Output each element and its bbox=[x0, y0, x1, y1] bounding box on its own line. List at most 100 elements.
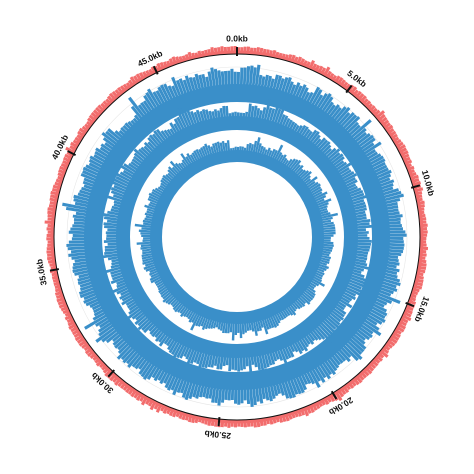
inner-track-1-bar bbox=[83, 177, 95, 185]
inner-track-1-bar bbox=[375, 167, 389, 176]
outer-track-bar bbox=[60, 306, 66, 312]
inner-track-2-bar bbox=[316, 137, 327, 148]
outer-track-bar bbox=[332, 74, 337, 80]
inner-track-3-bar bbox=[180, 307, 189, 318]
inner-track-3-bar bbox=[140, 246, 152, 250]
outer-track-bar bbox=[67, 321, 73, 327]
inner-track-1-bar bbox=[72, 224, 85, 229]
outer-track-bar bbox=[368, 103, 373, 108]
inner-track-2-bar bbox=[329, 312, 342, 323]
inner-track-2-bar bbox=[169, 122, 178, 134]
inner-track-1-bar bbox=[365, 316, 378, 326]
outer-track-bar bbox=[194, 52, 199, 56]
inner-track-2-bar bbox=[167, 339, 176, 351]
inner-track-1-bar bbox=[217, 70, 222, 86]
inner-track-3-bar bbox=[316, 270, 325, 276]
outer-track-bar bbox=[47, 210, 53, 215]
outer-track-bar bbox=[256, 47, 261, 53]
outer-track-bar bbox=[315, 404, 321, 410]
inner-track-2-bar bbox=[353, 201, 366, 208]
outer-track-bar bbox=[46, 233, 52, 237]
inner-track-3-bar bbox=[323, 234, 334, 237]
inner-track-2-bar bbox=[172, 343, 183, 359]
outer-track-bar bbox=[149, 402, 156, 411]
inner-track-1-bar bbox=[319, 363, 331, 380]
inner-track-1-bar bbox=[319, 93, 332, 111]
outer-track-bar bbox=[335, 392, 343, 402]
inner-track-1-bar bbox=[99, 146, 111, 155]
inner-track-2-bar bbox=[261, 354, 267, 369]
inner-track-2-bar bbox=[169, 128, 176, 135]
inner-track-3-bar bbox=[313, 191, 323, 198]
outer-track-bar bbox=[408, 306, 414, 312]
inner-track-3-bar bbox=[172, 301, 181, 311]
outer-track-bar bbox=[86, 351, 93, 357]
inner-track-2-bar bbox=[253, 105, 258, 118]
inner-track-3-bar bbox=[304, 178, 312, 185]
outer-track-bar bbox=[349, 383, 355, 389]
outer-track-bar bbox=[86, 120, 91, 126]
inner-track-3-bar bbox=[222, 322, 226, 334]
inner-track-1-bar bbox=[88, 162, 102, 171]
inner-track-2-bar bbox=[155, 128, 166, 142]
inner-track-1-bar bbox=[75, 211, 87, 217]
inner-track-3-bar bbox=[323, 237, 331, 240]
outer-track-bar bbox=[401, 147, 407, 153]
inner-track-1-bar bbox=[227, 70, 231, 85]
tick-mark bbox=[330, 390, 338, 400]
outer-track-bar bbox=[76, 338, 83, 344]
inner-track-1-bar bbox=[387, 260, 400, 266]
inner-track-3-bar bbox=[299, 294, 311, 305]
inner-track-2-bar bbox=[103, 222, 118, 227]
inner-track-2-bar bbox=[216, 356, 221, 370]
inner-track-1-bar bbox=[155, 90, 165, 104]
inner-track-2-bar bbox=[104, 245, 117, 249]
outer-track-bar bbox=[62, 156, 69, 162]
outer-track-bar bbox=[422, 240, 427, 244]
outer-track-bar bbox=[370, 105, 376, 110]
inner-track-2-bar bbox=[140, 146, 150, 156]
inner-track-2-bar bbox=[173, 123, 180, 133]
inner-track-3-bar bbox=[141, 255, 153, 260]
inner-track-1-bar bbox=[284, 76, 292, 93]
inner-track-3-bar bbox=[237, 146, 240, 151]
inner-track-3-bar bbox=[198, 148, 204, 158]
inner-track-3-bar bbox=[284, 159, 290, 166]
inner-track-3-bar bbox=[141, 252, 153, 258]
inner-track-1-bar bbox=[340, 346, 352, 358]
inner-track-2-bar bbox=[208, 110, 213, 120]
inner-track-2-bar bbox=[354, 261, 368, 267]
outer-track-bar bbox=[52, 279, 57, 283]
inner-track-3-bar bbox=[234, 323, 237, 336]
inner-track-1-bar bbox=[201, 73, 208, 89]
inner-track-3-bar bbox=[268, 150, 273, 158]
outer-track-bar bbox=[421, 217, 427, 221]
inner-track-1-bar bbox=[99, 319, 111, 329]
outer-track-bar bbox=[269, 50, 273, 55]
inner-track-1-bar bbox=[120, 126, 127, 134]
inner-track-2-bar bbox=[106, 237, 117, 240]
inner-track-1-bar bbox=[127, 121, 134, 128]
inner-track-3-bar bbox=[136, 241, 151, 245]
inner-track-2-bar bbox=[337, 301, 347, 308]
inner-track-1-bar bbox=[351, 336, 367, 350]
inner-track-3-bar bbox=[272, 149, 278, 159]
tick-label: 25.0kb bbox=[204, 429, 231, 442]
inner-track-2-bar bbox=[234, 111, 237, 117]
outer-track-bar bbox=[399, 324, 407, 330]
inner-track-1-bar bbox=[386, 205, 399, 210]
inner-track-2-bar bbox=[152, 133, 162, 145]
inner-track-3-bar bbox=[147, 197, 158, 204]
inner-track-2 bbox=[98, 99, 374, 375]
outer-track-bar bbox=[266, 49, 270, 54]
outer-track-bar bbox=[162, 61, 168, 66]
inner-track-1-bar bbox=[194, 73, 202, 90]
outer-track-bar bbox=[81, 343, 87, 349]
inner-track-3-bar bbox=[185, 309, 192, 318]
inner-track-1-bar bbox=[284, 381, 293, 399]
inner-track-3-bar bbox=[189, 154, 196, 163]
outer-track-bar bbox=[60, 162, 66, 168]
inner-track-2-bar bbox=[199, 110, 205, 122]
outer-track-bar bbox=[364, 370, 370, 377]
outer-track-bar bbox=[227, 422, 231, 428]
